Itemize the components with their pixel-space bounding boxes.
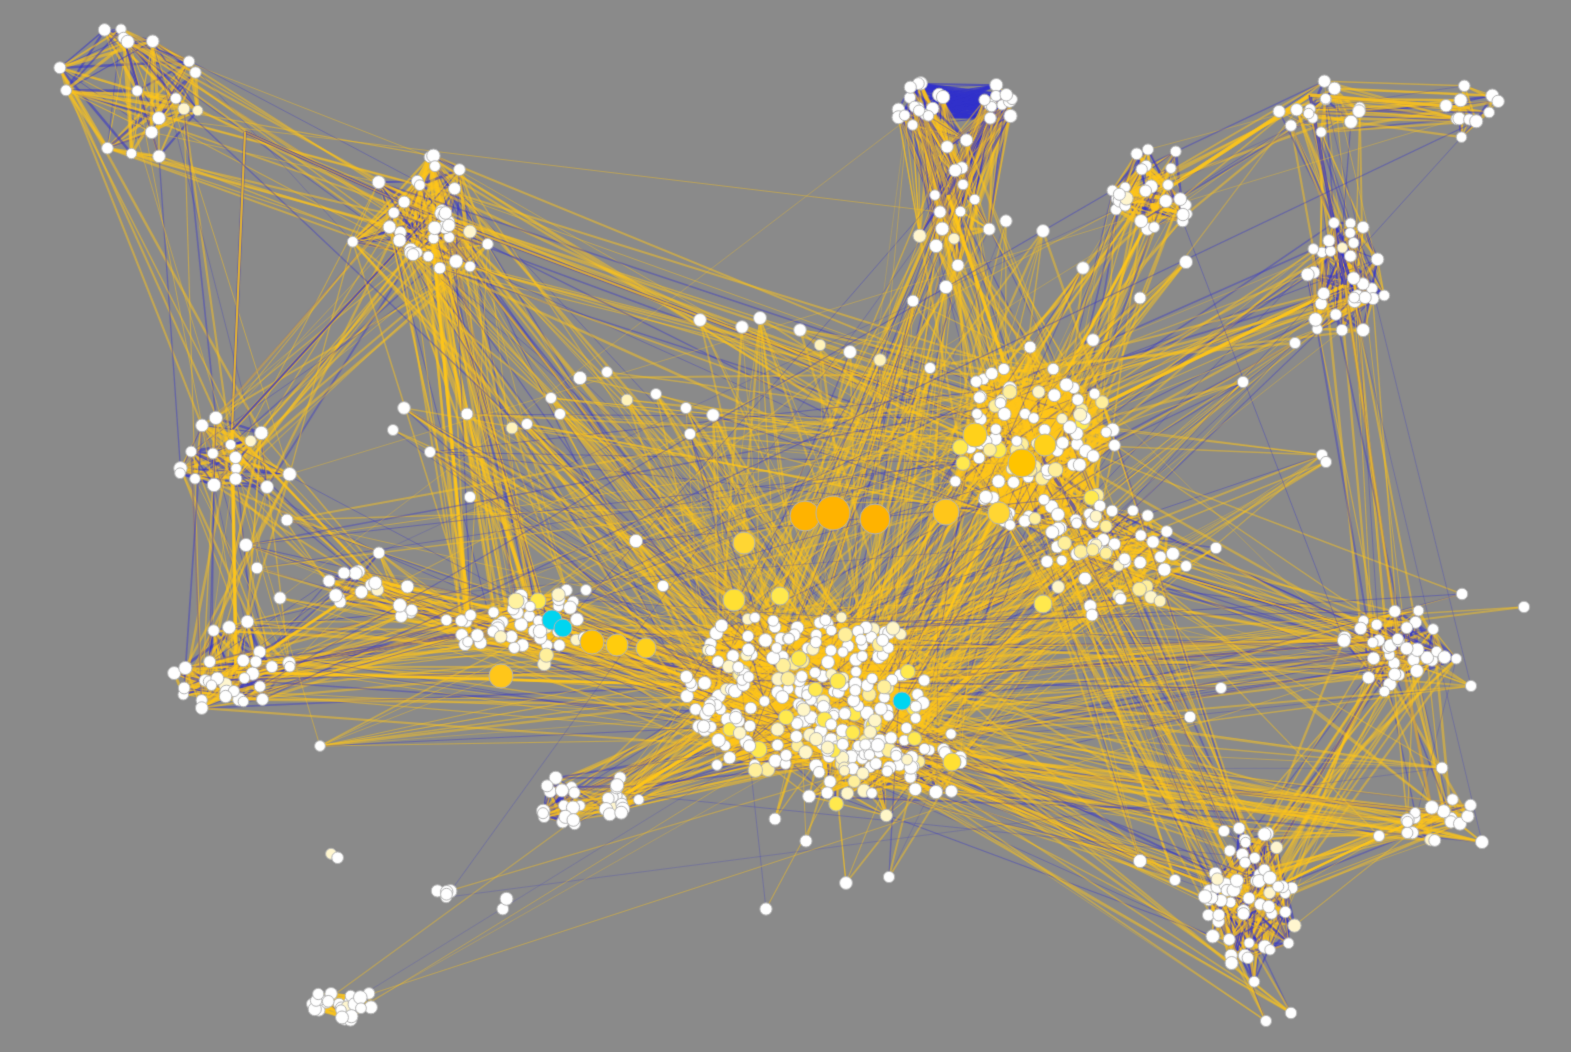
network-graph-canvas (0, 0, 1571, 1052)
network-graph-plot[interactable] (0, 0, 1571, 1052)
